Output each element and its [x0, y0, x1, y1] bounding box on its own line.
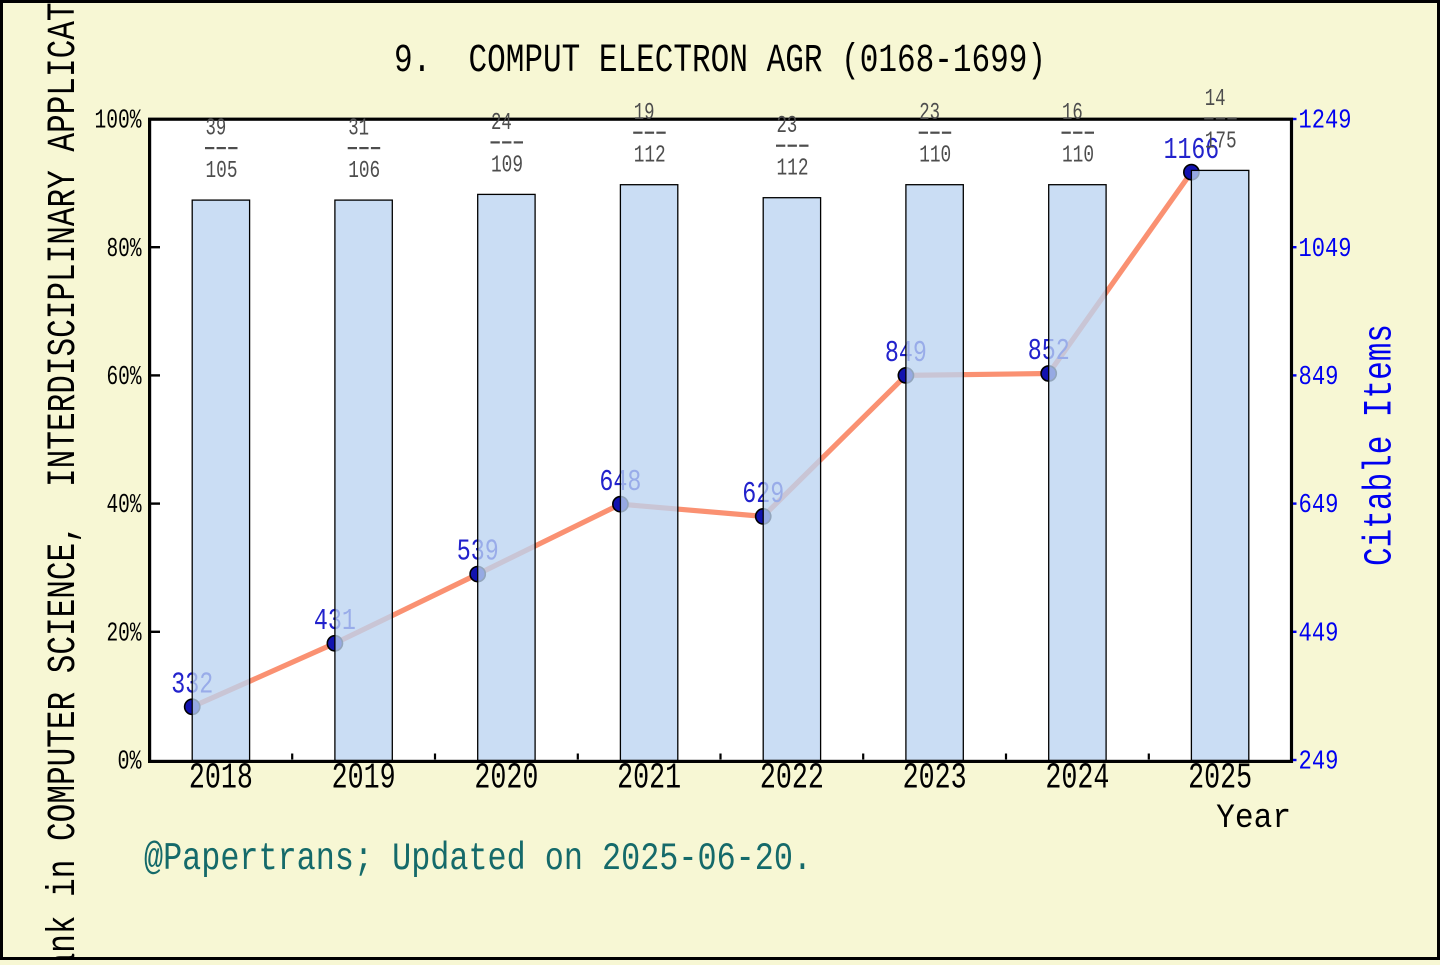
svg-text:2023: 2023	[903, 758, 967, 799]
svg-text:1049: 1049	[1299, 235, 1352, 265]
svg-text:110: 110	[1062, 143, 1094, 170]
svg-text:39: 39	[206, 116, 227, 143]
svg-text:2019: 2019	[332, 758, 396, 799]
svg-text:20%: 20%	[107, 618, 142, 648]
svg-text:Year: Year	[1216, 799, 1291, 838]
svg-text:@Papertrans; Updated on 2025-0: @Papertrans; Updated on 2025-06-20.	[144, 837, 812, 881]
svg-text:16: 16	[1062, 100, 1083, 127]
svg-text:175: 175	[1205, 128, 1237, 155]
svg-text:9. COMPUT ELECTRON AGR (0168-: 9. COMPUT ELECTRON AGR (0168-1699)	[394, 39, 1046, 84]
svg-text:249: 249	[1299, 748, 1339, 778]
svg-text:1249: 1249	[1299, 107, 1352, 137]
svg-text:2020: 2020	[474, 758, 538, 799]
svg-text:109: 109	[491, 152, 523, 179]
svg-text:31: 31	[348, 116, 369, 143]
svg-text:2025: 2025	[1188, 758, 1252, 799]
svg-text:449: 449	[1299, 619, 1339, 649]
svg-text:2024: 2024	[1045, 758, 1109, 799]
svg-text:19: 19	[634, 100, 655, 127]
svg-text:80%: 80%	[107, 234, 142, 264]
svg-text:Citable Items: Citable Items	[1359, 324, 1404, 566]
svg-text:105: 105	[206, 158, 238, 185]
svg-text:2018: 2018	[189, 758, 253, 799]
svg-text:112: 112	[634, 143, 666, 170]
svg-text:649: 649	[1299, 491, 1339, 521]
svg-text:2022: 2022	[760, 758, 824, 799]
svg-text:100%: 100%	[95, 106, 142, 136]
svg-text:14: 14	[1205, 86, 1226, 113]
svg-text:60%: 60%	[107, 362, 142, 392]
svg-text:112: 112	[777, 156, 809, 183]
svg-text:40%: 40%	[107, 490, 142, 520]
svg-text:23: 23	[919, 100, 940, 127]
svg-text:23: 23	[777, 113, 798, 140]
svg-text:849: 849	[1299, 363, 1339, 393]
svg-text:0%: 0%	[118, 747, 142, 777]
svg-text:2021: 2021	[617, 758, 681, 799]
svg-text:106: 106	[348, 158, 380, 185]
svg-text:110: 110	[919, 143, 951, 170]
svg-text:Rank in COMPUTER SCIENCE, INT: Rank in COMPUTER SCIENCE, INTERDISCIPLIN…	[42, 0, 87, 960]
svg-text:24: 24	[491, 110, 512, 137]
svg-text:1166: 1166	[1164, 133, 1220, 168]
